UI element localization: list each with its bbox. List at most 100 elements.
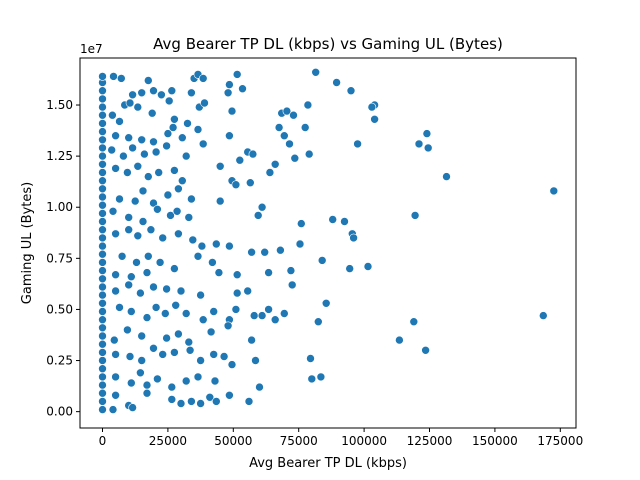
- data-point: [158, 350, 167, 359]
- data-point: [167, 86, 177, 95]
- data-point: [172, 207, 182, 216]
- data-point: [98, 307, 107, 316]
- data-point: [111, 229, 120, 239]
- data-point: [98, 102, 107, 112]
- data-point: [303, 100, 313, 110]
- data-point: [144, 251, 153, 261]
- data-point: [264, 305, 273, 314]
- data-point: [196, 356, 205, 365]
- data-point: [142, 388, 152, 398]
- data-point: [151, 303, 161, 312]
- y-tick-label: 0.75: [46, 251, 73, 265]
- data-point: [98, 372, 107, 382]
- data-point: [137, 88, 146, 98]
- data-point: [255, 382, 264, 392]
- data-point: [209, 350, 218, 359]
- data-point: [111, 164, 120, 173]
- data-point: [332, 78, 341, 87]
- data-point: [183, 119, 192, 128]
- data-point: [167, 395, 177, 404]
- data-point: [196, 290, 205, 300]
- data-point: [287, 280, 297, 290]
- data-point: [181, 151, 191, 161]
- data-point: [225, 80, 234, 89]
- data-point: [158, 233, 167, 243]
- data-point: [274, 123, 284, 132]
- data-point: [219, 352, 229, 361]
- data-point: [313, 317, 323, 327]
- data-point: [225, 131, 234, 140]
- data-point: [353, 139, 362, 149]
- data-point: [127, 272, 136, 282]
- data-point: [409, 317, 419, 327]
- data-point: [370, 115, 379, 124]
- data-point: [215, 196, 225, 206]
- data-point: [98, 258, 107, 267]
- y-tick-label: 0.50: [46, 302, 73, 316]
- data-point: [115, 194, 124, 204]
- data-point: [251, 356, 260, 365]
- data-point: [306, 354, 315, 363]
- data-point: [98, 72, 107, 81]
- data-point: [124, 280, 133, 290]
- y-tick-label: 0.00: [46, 405, 73, 419]
- x-tick-label: 175000: [537, 434, 583, 448]
- data-point: [98, 348, 107, 357]
- data-point: [174, 229, 183, 239]
- data-point: [149, 282, 158, 292]
- data-point: [149, 86, 158, 95]
- data-point: [162, 333, 171, 343]
- data-point: [98, 110, 107, 120]
- data-point: [98, 200, 107, 210]
- x-axis-label: Avg Bearer TP DL (kbps): [249, 456, 407, 471]
- data-point: [208, 258, 217, 267]
- data-point: [225, 390, 234, 400]
- data-point: [170, 264, 179, 273]
- data-point: [149, 198, 158, 208]
- data-point: [168, 123, 178, 132]
- data-point: [316, 372, 326, 382]
- x-axis: 0 25000 50000 75000 100000 125000 150000 175000: [99, 428, 583, 448]
- data-point: [244, 397, 254, 406]
- data-point: [109, 72, 118, 81]
- data-point: [345, 264, 355, 273]
- data-point: [176, 286, 186, 296]
- data-point: [163, 190, 173, 200]
- data-point: [232, 70, 242, 79]
- data-point: [98, 315, 107, 325]
- data-point: [98, 184, 107, 194]
- data-point: [149, 137, 158, 147]
- data-point: [124, 133, 133, 142]
- data-point: [290, 153, 300, 163]
- data-point: [257, 202, 267, 212]
- data-point: [198, 74, 208, 83]
- data-point: [206, 327, 216, 337]
- y-offset-label: 1e7: [80, 42, 103, 56]
- data-point: [98, 388, 107, 398]
- data-point: [98, 323, 107, 333]
- data-point: [321, 298, 331, 308]
- x-tick-label: 25000: [149, 434, 187, 448]
- data-point: [98, 225, 107, 234]
- data-point: [147, 108, 157, 118]
- data-point: [243, 286, 252, 296]
- data-point: [115, 117, 124, 126]
- data-point: [124, 225, 133, 234]
- data-point: [395, 335, 404, 345]
- data-point: [98, 151, 107, 161]
- data-point: [136, 368, 145, 378]
- data-point: [235, 155, 245, 165]
- data-point: [178, 176, 187, 185]
- data-point: [144, 172, 153, 181]
- x-tick-label: 125000: [407, 434, 453, 448]
- y-axis: 0.00 0.25 0.50 0.75 1.00 1.25 1.50: [46, 98, 80, 419]
- data-point: [144, 76, 153, 85]
- data-point: [212, 239, 221, 249]
- data-point: [231, 305, 241, 314]
- data-point: [270, 160, 280, 169]
- data-point: [98, 356, 107, 365]
- data-point: [98, 176, 107, 185]
- data-point: [98, 405, 107, 414]
- data-point: [98, 168, 107, 177]
- data-point: [125, 352, 135, 361]
